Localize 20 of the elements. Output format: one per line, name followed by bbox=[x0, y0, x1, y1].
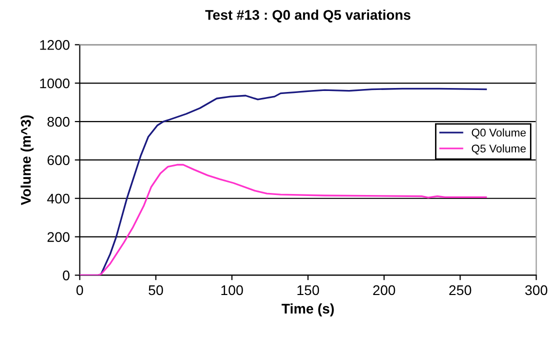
x-tick-label: 300 bbox=[525, 285, 548, 296]
y-tick-label: 600 bbox=[48, 155, 70, 166]
legend-label: Q5 Volume bbox=[472, 144, 526, 154]
y-tick-label: 1200 bbox=[40, 40, 70, 50]
x-tick-label: 0 bbox=[76, 285, 84, 296]
y-tick-label: 0 bbox=[62, 270, 70, 280]
x-axis-title: Time (s) bbox=[282, 303, 334, 316]
y-tick-label: 200 bbox=[48, 232, 70, 242]
x-tick-label: 250 bbox=[449, 285, 472, 296]
y-tick-label: 800 bbox=[47, 116, 70, 127]
x-tick-label: 50 bbox=[148, 285, 164, 296]
y-axis-title: Volume (m^3) bbox=[20, 115, 34, 206]
y-tick-label: 1000 bbox=[40, 78, 70, 88]
x-tick-label: 150 bbox=[297, 285, 320, 296]
x-tick-label: 200 bbox=[373, 285, 396, 296]
chart-title: Test #13 : Q0 and Q5 variations bbox=[205, 10, 410, 22]
x-tick-label: 100 bbox=[221, 285, 243, 296]
y-tick-label: 400 bbox=[47, 194, 70, 204]
legend-label: Q0 Volume bbox=[472, 128, 526, 139]
line-series bbox=[80, 164, 487, 276]
